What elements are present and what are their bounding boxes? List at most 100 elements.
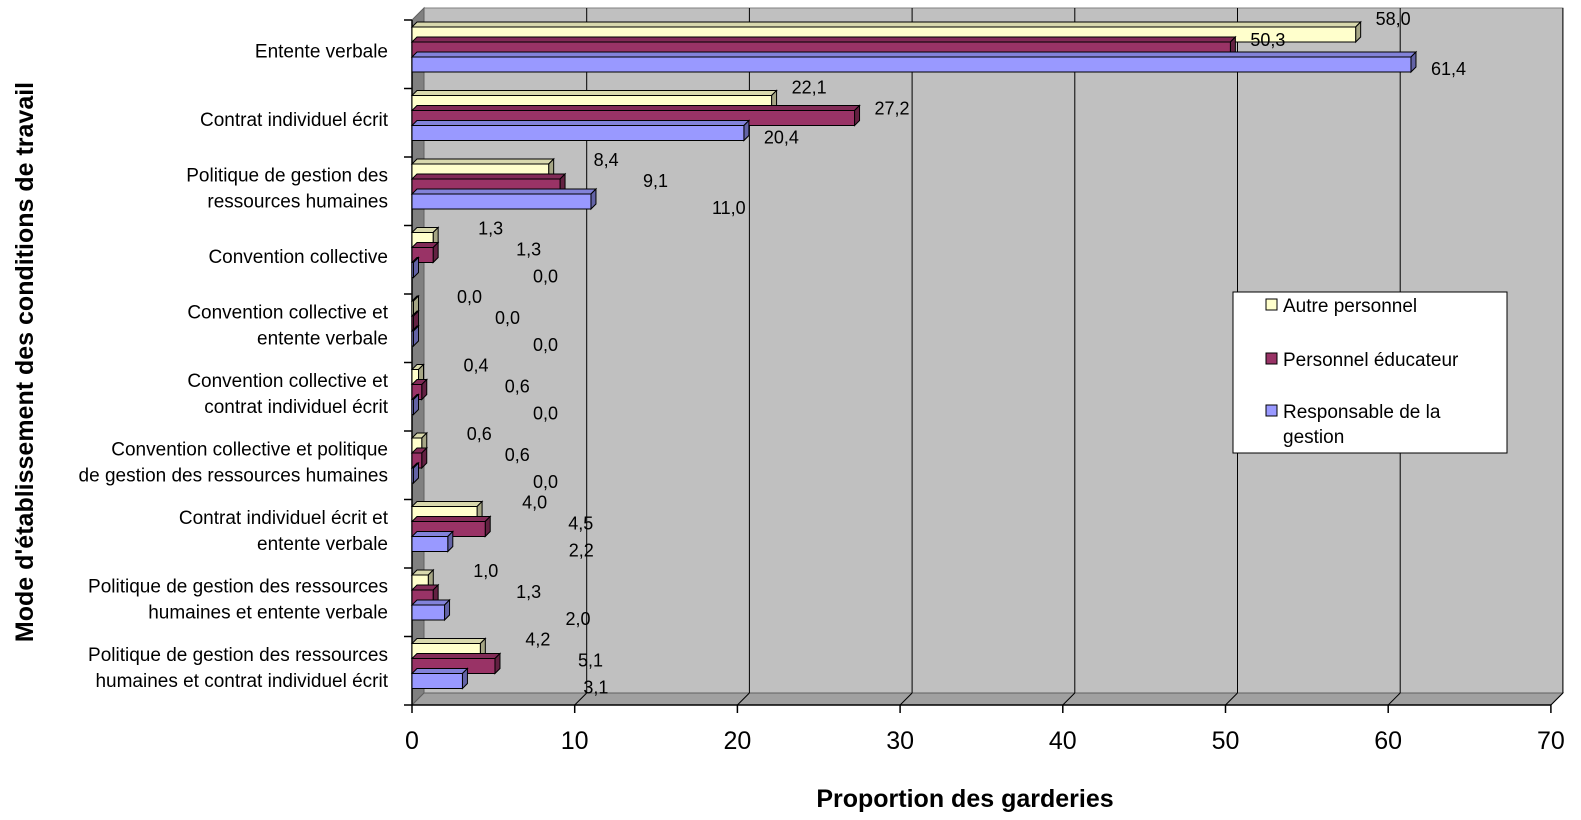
- data-label: 4,2: [525, 630, 550, 650]
- bar: [410, 256, 420, 279]
- data-label: 0,0: [533, 472, 558, 492]
- category-label: humaines et entente verbale: [148, 602, 388, 623]
- bar: [410, 667, 469, 690]
- category-label: de gestion des ressources humaines: [79, 465, 388, 486]
- bar-front: [411, 125, 745, 141]
- data-label: 50,3: [1250, 30, 1285, 50]
- gridline-floor: [1062, 692, 1076, 706]
- x-tick-label: 20: [723, 727, 751, 755]
- data-label: 1,3: [516, 582, 541, 602]
- bar: [410, 530, 455, 553]
- bar-top: [410, 653, 502, 659]
- bar-top: [410, 668, 469, 674]
- legend-label: gestion: [1283, 427, 1344, 448]
- bar: [410, 652, 502, 675]
- data-label: 61,4: [1431, 59, 1466, 79]
- x-tick-label: 50: [1212, 727, 1240, 755]
- bar-top: [410, 501, 484, 507]
- x-axis-title: Proportion des garderies: [816, 785, 1113, 813]
- bar-top: [410, 120, 751, 126]
- data-label: 0,0: [533, 335, 558, 355]
- data-label: 5,1: [578, 651, 603, 671]
- gridline-floor: [1225, 692, 1238, 706]
- legend-box: [1232, 291, 1508, 454]
- bar-front: [411, 330, 414, 347]
- legend-label: Responsable de la: [1283, 402, 1441, 423]
- bar-top: [410, 173, 567, 180]
- category-label: humaines et contrat individuel écrit: [95, 671, 388, 692]
- data-label: 1,3: [478, 219, 503, 239]
- gridline-floor: [737, 692, 750, 706]
- category-label: Entente verbale: [255, 41, 388, 62]
- bar-top: [410, 638, 487, 644]
- bar: [410, 119, 751, 142]
- data-label: 4,0: [522, 493, 547, 513]
- bar-top: [410, 90, 778, 96]
- data-label: 0,4: [464, 356, 489, 376]
- bar: [410, 393, 420, 416]
- bar-top: [410, 531, 455, 537]
- data-label: 8,4: [594, 150, 619, 170]
- bar-front: [411, 315, 414, 332]
- bar: [410, 598, 451, 622]
- x-tick-label: 30: [886, 727, 914, 755]
- data-label: 2,0: [566, 609, 591, 629]
- x-tick-label: 40: [1049, 727, 1077, 755]
- bar-front: [411, 536, 449, 552]
- bar: [410, 378, 428, 401]
- category-label: contrat individuel écrit: [204, 397, 388, 418]
- bar-front: [411, 467, 414, 484]
- x-axis-ticks: 0 10 20 30 40 50 60 70: [405, 705, 1565, 755]
- bar-top: [410, 51, 1418, 58]
- bar: [410, 50, 1418, 74]
- bar: [410, 461, 420, 485]
- legend-label: Personnel éducateur: [1283, 350, 1459, 371]
- y-axis-title: Mode d'établissement des conditions de t…: [11, 82, 39, 642]
- gridline-floor: [574, 692, 588, 706]
- data-label: 1,3: [516, 240, 541, 260]
- data-label: 0,0: [495, 308, 520, 328]
- data-label: 27,2: [875, 99, 910, 119]
- data-label: 22,1: [792, 78, 827, 98]
- data-label: 11,0: [712, 198, 746, 218]
- bar-top: [410, 599, 451, 606]
- bar: [410, 324, 420, 348]
- data-label: 58,0: [1376, 9, 1411, 29]
- data-label: 1,0: [473, 561, 498, 581]
- data-label: 0,6: [505, 377, 530, 397]
- gridline-floor: [899, 692, 913, 706]
- data-label: 2,2: [569, 541, 594, 561]
- category-label: Convention collective: [208, 247, 388, 268]
- bars: [410, 20, 1418, 690]
- category-label: Contrat individuel écrit: [200, 110, 389, 131]
- bar-front: [411, 300, 414, 317]
- category-label: Convention collective et: [187, 371, 388, 392]
- data-label: 0,0: [533, 267, 558, 287]
- bar-front: [411, 56, 1412, 73]
- data-label: 0,0: [457, 287, 482, 307]
- x-tick-label: 60: [1374, 727, 1402, 755]
- bar-top: [410, 188, 598, 195]
- category-label: Convention collective et politique: [111, 439, 388, 460]
- category-label: ressources humaines: [207, 191, 388, 212]
- x-tick-label: 10: [561, 727, 589, 755]
- x-tick-label: 0: [405, 727, 419, 755]
- data-label: 4,5: [568, 514, 593, 534]
- legend: Autre personnel Personnel éducateur Respon…: [1232, 291, 1508, 454]
- bar-front: [411, 262, 414, 278]
- bar-front: [411, 193, 592, 210]
- bar-front: [411, 673, 463, 689]
- bar-top: [410, 21, 1362, 28]
- bar-front: [411, 399, 414, 415]
- x-tick-label: 70: [1537, 727, 1565, 755]
- category-label: Convention collective et: [187, 302, 388, 323]
- data-label: 0,0: [533, 404, 558, 424]
- category-label: Politique de gestion des ressources: [88, 576, 388, 597]
- legend-swatch: [1265, 298, 1278, 311]
- bar: [410, 187, 598, 211]
- legend-swatch: [1265, 352, 1278, 365]
- category-label: Politique de gestion des: [186, 165, 388, 186]
- category-labels: Entente verbale Contrat individuel écrit P…: [79, 41, 389, 692]
- category-label: entente verbale: [257, 534, 388, 555]
